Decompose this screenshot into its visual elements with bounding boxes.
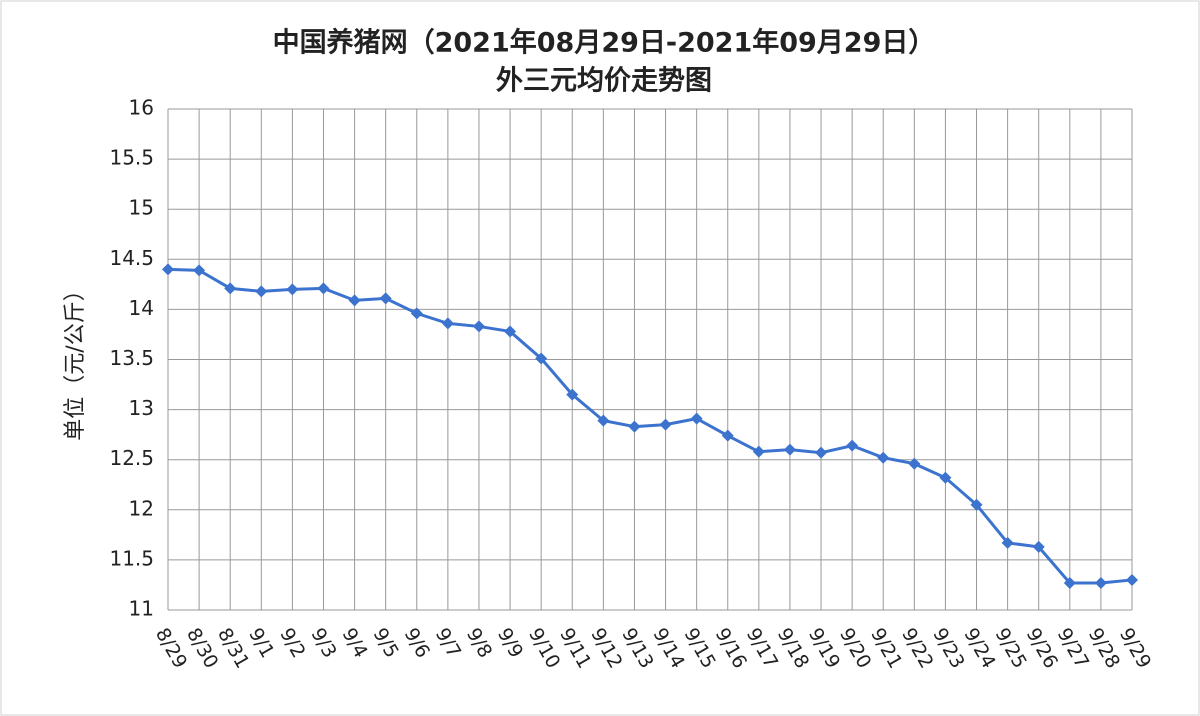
point bbox=[193, 264, 206, 277]
point bbox=[690, 412, 703, 425]
point bbox=[628, 420, 641, 433]
point bbox=[255, 285, 268, 298]
point bbox=[535, 352, 548, 365]
point bbox=[1032, 540, 1045, 553]
point bbox=[783, 443, 796, 456]
point bbox=[410, 307, 423, 320]
y-tick-label: 14 bbox=[129, 296, 154, 320]
chart-subtitle: 外三元均价走势图 bbox=[496, 66, 712, 97]
point bbox=[1094, 576, 1107, 589]
point bbox=[659, 418, 672, 431]
point bbox=[815, 446, 828, 459]
y-tick-label: 12.5 bbox=[109, 446, 154, 470]
point bbox=[504, 325, 517, 338]
y-tick-label: 12 bbox=[129, 496, 154, 520]
y-tick-label: 13.5 bbox=[109, 346, 154, 370]
point bbox=[597, 414, 610, 427]
point bbox=[566, 388, 579, 401]
point bbox=[939, 471, 952, 484]
point bbox=[472, 320, 485, 333]
point bbox=[846, 439, 859, 452]
point bbox=[908, 457, 921, 470]
point bbox=[162, 263, 174, 276]
point bbox=[970, 498, 983, 511]
y-axis-label: 单位（元/公斤） bbox=[63, 279, 88, 440]
y-tick-label: 11 bbox=[129, 597, 154, 621]
point bbox=[379, 292, 392, 305]
y-tick-label: 11.5 bbox=[109, 546, 154, 570]
point bbox=[721, 429, 734, 442]
point bbox=[752, 445, 765, 458]
point bbox=[1063, 576, 1076, 589]
y-tick-label: 15 bbox=[129, 196, 154, 220]
point bbox=[317, 282, 330, 295]
point bbox=[1001, 536, 1014, 549]
y-tick-label: 13 bbox=[129, 396, 154, 420]
chart-title: 中国养猪网（2021年08月29日-2021年09月29日） bbox=[273, 27, 936, 59]
y-tick-label: 15.5 bbox=[109, 146, 154, 170]
line bbox=[167, 267, 1133, 585]
y-tick-label: 16 bbox=[129, 96, 154, 120]
y-tick-label: 14.5 bbox=[109, 246, 154, 270]
point bbox=[286, 283, 299, 296]
point bbox=[348, 294, 361, 307]
point bbox=[441, 317, 454, 330]
point bbox=[1126, 573, 1138, 586]
point bbox=[877, 451, 890, 464]
point bbox=[224, 282, 237, 295]
